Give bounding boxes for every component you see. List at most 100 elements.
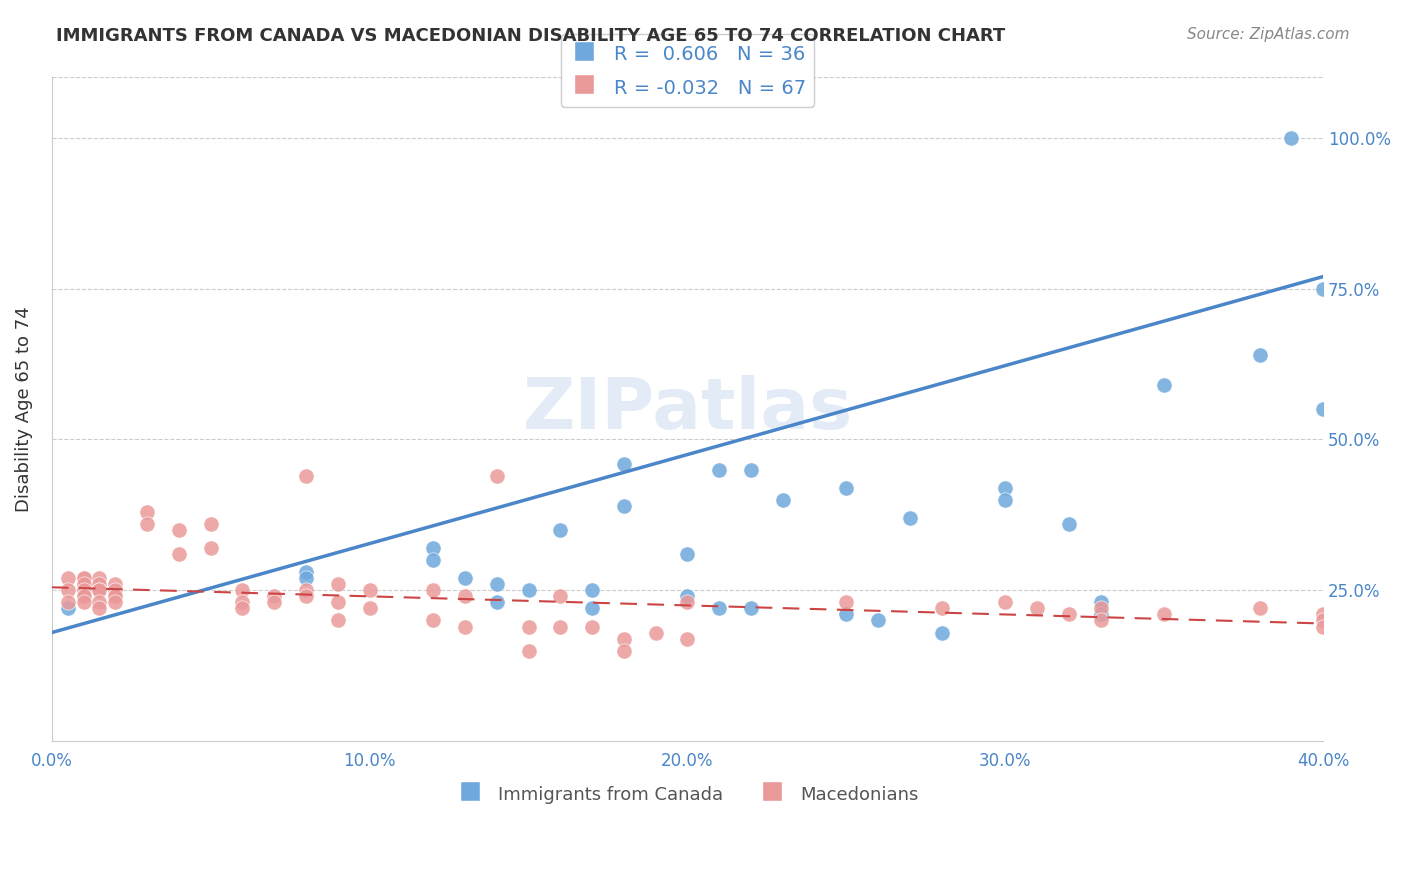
Point — [454, 590, 477, 604]
Point — [231, 595, 253, 609]
Point — [581, 601, 603, 615]
Point — [517, 643, 540, 657]
Point — [72, 590, 94, 604]
Point — [56, 601, 79, 615]
Point — [422, 583, 444, 598]
Point — [56, 595, 79, 609]
Point — [517, 583, 540, 598]
Point — [231, 583, 253, 598]
Y-axis label: Disability Age 65 to 74: Disability Age 65 to 74 — [15, 307, 32, 512]
Point — [898, 511, 921, 525]
Point — [994, 492, 1017, 507]
Point — [1090, 614, 1112, 628]
Point — [835, 595, 858, 609]
Point — [136, 516, 159, 531]
Point — [167, 547, 190, 561]
Point — [326, 595, 349, 609]
Point — [581, 619, 603, 633]
Point — [1312, 614, 1334, 628]
Point — [200, 541, 222, 555]
Point — [359, 583, 381, 598]
Point — [994, 595, 1017, 609]
Point — [1312, 607, 1334, 622]
Text: IMMIGRANTS FROM CANADA VS MACEDONIAN DISABILITY AGE 65 TO 74 CORRELATION CHART: IMMIGRANTS FROM CANADA VS MACEDONIAN DIS… — [56, 27, 1005, 45]
Point — [422, 553, 444, 567]
Point — [167, 523, 190, 537]
Point — [295, 571, 318, 585]
Point — [1153, 607, 1175, 622]
Point — [104, 590, 127, 604]
Point — [72, 571, 94, 585]
Point — [676, 632, 699, 646]
Point — [931, 601, 953, 615]
Point — [56, 571, 79, 585]
Point — [1057, 607, 1080, 622]
Point — [295, 583, 318, 598]
Point — [1090, 595, 1112, 609]
Point — [517, 619, 540, 633]
Point — [1057, 516, 1080, 531]
Point — [89, 595, 111, 609]
Point — [835, 607, 858, 622]
Point — [72, 590, 94, 604]
Point — [676, 590, 699, 604]
Point — [1312, 402, 1334, 417]
Point — [1312, 282, 1334, 296]
Point — [422, 614, 444, 628]
Point — [263, 590, 285, 604]
Point — [613, 499, 636, 513]
Point — [1312, 619, 1334, 633]
Point — [550, 619, 572, 633]
Point — [359, 601, 381, 615]
Point — [740, 601, 762, 615]
Point — [613, 632, 636, 646]
Point — [326, 614, 349, 628]
Point — [89, 601, 111, 615]
Point — [295, 590, 318, 604]
Point — [326, 577, 349, 591]
Point — [613, 643, 636, 657]
Point — [1249, 601, 1271, 615]
Point — [1153, 378, 1175, 392]
Point — [104, 583, 127, 598]
Point — [422, 541, 444, 555]
Point — [263, 595, 285, 609]
Point — [89, 577, 111, 591]
Point — [1090, 601, 1112, 615]
Point — [454, 571, 477, 585]
Point — [231, 601, 253, 615]
Point — [89, 571, 111, 585]
Point — [89, 583, 111, 598]
Point — [104, 577, 127, 591]
Point — [835, 481, 858, 495]
Point — [200, 516, 222, 531]
Point — [89, 583, 111, 598]
Point — [72, 571, 94, 585]
Point — [709, 601, 731, 615]
Point — [868, 614, 890, 628]
Point — [485, 468, 508, 483]
Point — [295, 468, 318, 483]
Legend: Immigrants from Canada, Macedonians: Immigrants from Canada, Macedonians — [449, 775, 927, 812]
Point — [485, 595, 508, 609]
Text: Source: ZipAtlas.com: Source: ZipAtlas.com — [1187, 27, 1350, 42]
Point — [676, 547, 699, 561]
Point — [581, 583, 603, 598]
Point — [931, 625, 953, 640]
Point — [136, 505, 159, 519]
Point — [613, 457, 636, 471]
Point — [72, 577, 94, 591]
Point — [1090, 607, 1112, 622]
Point — [72, 583, 94, 598]
Point — [1249, 348, 1271, 362]
Point — [72, 595, 94, 609]
Point — [104, 590, 127, 604]
Point — [56, 583, 79, 598]
Point — [550, 523, 572, 537]
Point — [676, 595, 699, 609]
Point — [295, 566, 318, 580]
Point — [1279, 130, 1302, 145]
Point — [772, 492, 794, 507]
Point — [485, 577, 508, 591]
Point — [994, 481, 1017, 495]
